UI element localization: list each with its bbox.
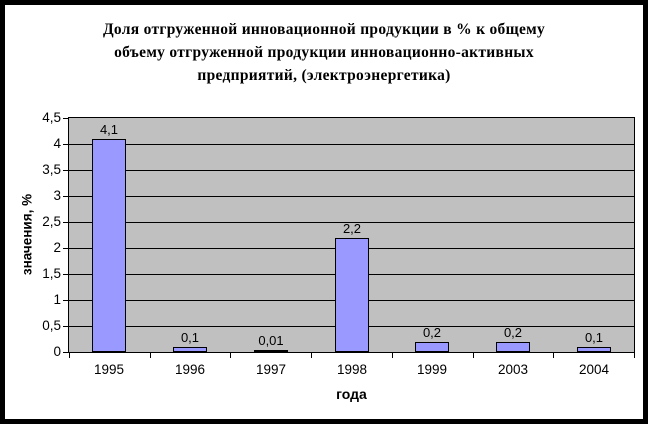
bar-value-label: 0,2 bbox=[422, 325, 442, 340]
x-axis-title: года bbox=[336, 386, 367, 402]
x-axis-tick bbox=[150, 353, 151, 358]
x-axis-tick bbox=[392, 353, 393, 358]
bar-value-label: 2,2 bbox=[342, 221, 362, 236]
y-axis-tick-label: 0 bbox=[53, 344, 61, 359]
bar-value-label: 4,1 bbox=[99, 122, 119, 137]
bar-1997 bbox=[254, 350, 288, 352]
bar-value-label: 0,01 bbox=[258, 333, 284, 348]
y-axis-tick bbox=[63, 144, 68, 145]
x-axis-tick bbox=[311, 353, 312, 358]
gridline bbox=[69, 170, 634, 171]
y-axis-tick bbox=[63, 118, 68, 119]
y-axis-tick bbox=[63, 248, 68, 249]
y-axis-tick bbox=[63, 300, 68, 301]
x-category-label: 1998 bbox=[336, 362, 368, 377]
y-axis-tick-label: 3 bbox=[53, 188, 61, 203]
x-category-label: 1995 bbox=[93, 362, 125, 377]
x-category-label: 2004 bbox=[578, 362, 610, 377]
x-category-label: 1997 bbox=[255, 362, 287, 377]
bar-value-label: 0,1 bbox=[584, 330, 604, 345]
gridline bbox=[69, 222, 634, 223]
y-axis-tick-label: 1,5 bbox=[42, 266, 61, 281]
y-axis-tick-label: 1 bbox=[53, 292, 61, 307]
x-axis-tick bbox=[634, 353, 635, 358]
x-category-label: 1999 bbox=[416, 362, 448, 377]
bar-1999 bbox=[415, 342, 449, 352]
y-axis-tick bbox=[63, 196, 68, 197]
y-axis-tick bbox=[63, 274, 68, 275]
x-axis-tick bbox=[69, 353, 70, 358]
y-axis-tick bbox=[63, 170, 68, 171]
y-axis-tick bbox=[63, 352, 68, 353]
x-axis-tick bbox=[473, 353, 474, 358]
gridline bbox=[69, 196, 634, 197]
chart-title-line-3: предприятий, (электроэнергетика) bbox=[197, 67, 451, 84]
y-axis-tick-label: 2 bbox=[53, 240, 61, 255]
x-category-label: 2003 bbox=[497, 362, 529, 377]
bar-1996 bbox=[173, 347, 207, 352]
x-axis-tick bbox=[553, 353, 554, 358]
y-axis-tick-label: 2,5 bbox=[42, 214, 61, 229]
y-axis-tick-label: 4 bbox=[53, 136, 61, 151]
y-axis-tick-label: 0,5 bbox=[42, 318, 61, 333]
x-axis-tick bbox=[230, 353, 231, 358]
y-axis-tick-label: 3,5 bbox=[42, 162, 61, 177]
bar-2003 bbox=[496, 342, 530, 352]
y-axis-tick-label: 4,5 bbox=[42, 110, 61, 125]
y-axis-tick bbox=[63, 222, 68, 223]
bar-1998 bbox=[335, 238, 369, 352]
y-axis-tick bbox=[63, 326, 68, 327]
chart-title-line-1: Доля отгруженной инновационной продукции… bbox=[102, 21, 546, 38]
bar-value-label: 0,1 bbox=[180, 330, 200, 345]
chart-title-line-2: объему отгруженной продукции инновационн… bbox=[114, 44, 534, 61]
chart-title: Доля отгруженной инновационной продукции… bbox=[41, 18, 607, 87]
bar-1995 bbox=[92, 139, 126, 352]
gridline bbox=[69, 144, 634, 145]
x-category-label: 1996 bbox=[174, 362, 206, 377]
bar-2004 bbox=[577, 347, 611, 352]
bar-value-label: 0,2 bbox=[503, 325, 523, 340]
